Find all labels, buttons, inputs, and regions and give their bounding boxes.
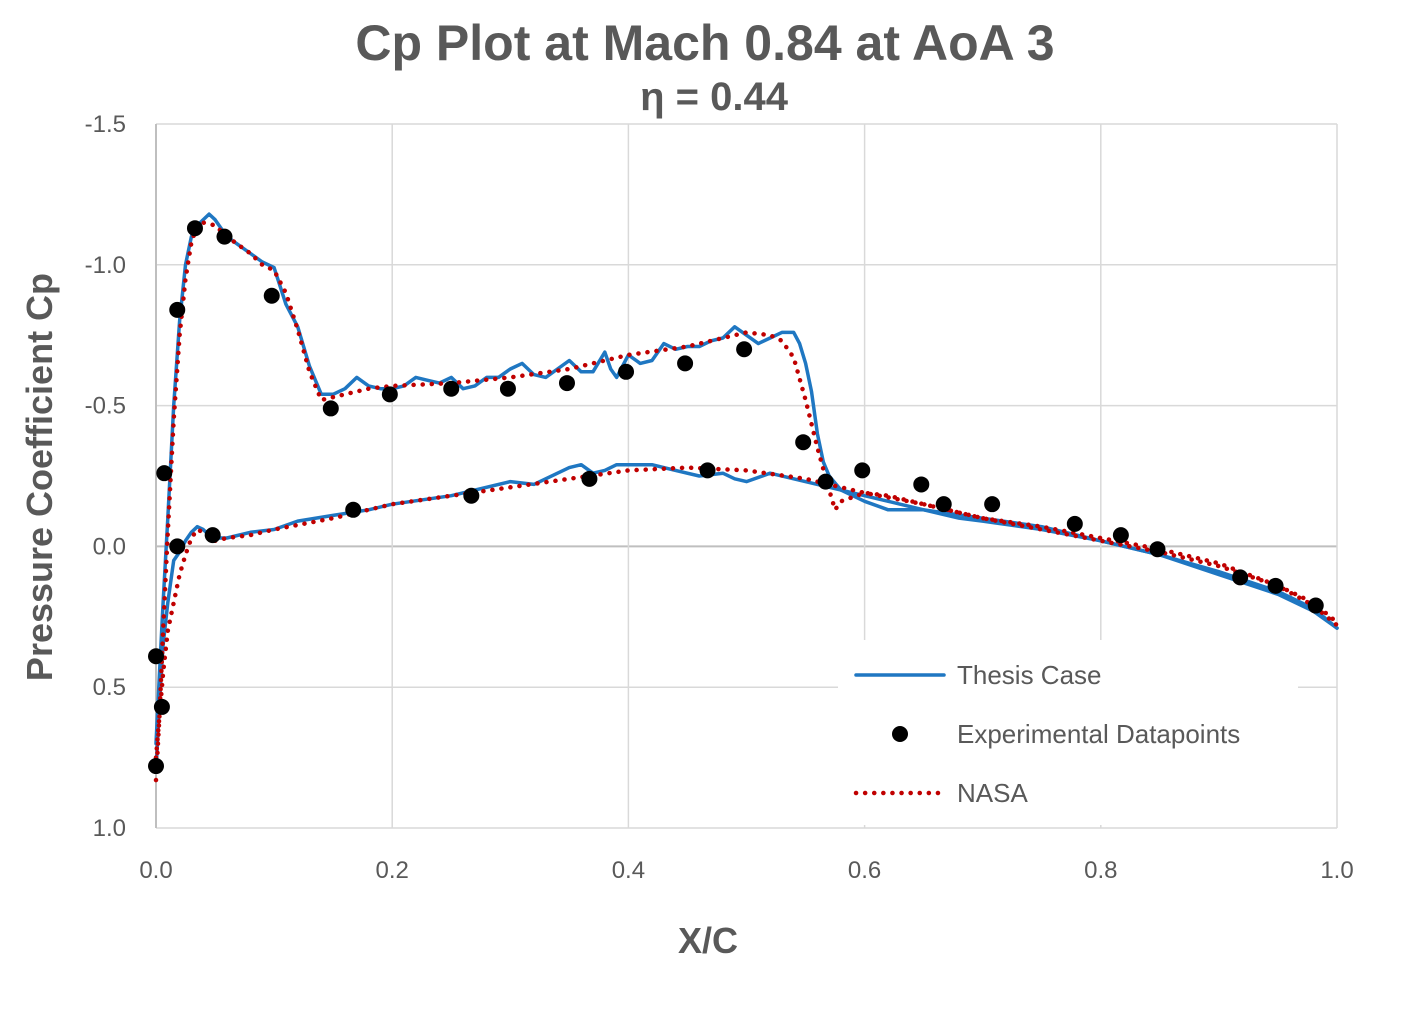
y-tick-label: -0.5	[85, 393, 126, 420]
data-point	[443, 380, 460, 397]
x-axis-title: X/C	[678, 920, 738, 961]
data-point	[381, 386, 398, 403]
data-point	[1149, 541, 1166, 558]
data-point	[263, 287, 280, 304]
data-point	[736, 341, 753, 358]
data-point	[322, 400, 339, 417]
legend: Thesis Case Experimental Datapoints NASA	[838, 640, 1298, 825]
y-tick-label: 0.5	[93, 674, 126, 701]
data-point	[156, 465, 173, 482]
series-line-thesis-case	[154, 212, 1339, 746]
y-tick-label: -1.0	[85, 252, 126, 279]
series-line-thesis-case	[154, 462, 1339, 774]
data-point	[817, 473, 834, 490]
series-line-nasa	[153, 465, 1340, 760]
data-point	[699, 462, 716, 479]
legend-label: Experimental Datapoints	[957, 719, 1240, 749]
data-point	[216, 228, 233, 245]
data-point	[186, 220, 203, 237]
data-point	[148, 758, 164, 775]
x-tick-label: 0.2	[376, 857, 409, 884]
y-tick-label: 1.0	[93, 815, 126, 842]
legend-box	[838, 640, 1298, 825]
data-point	[463, 487, 480, 504]
data-point	[984, 496, 1001, 513]
data-point	[169, 538, 186, 555]
data-point	[1232, 569, 1249, 586]
data-point	[854, 462, 871, 479]
data-point	[677, 355, 694, 372]
legend-label: NASA	[957, 778, 1028, 808]
data-point	[581, 470, 598, 487]
legend-label: Thesis Case	[957, 660, 1102, 690]
data-point	[558, 375, 575, 392]
data-point	[1112, 527, 1129, 544]
x-tick-label: 1.0	[1320, 857, 1353, 884]
data-point	[499, 380, 516, 397]
x-tick-label: 0.0	[139, 857, 172, 884]
data-point	[618, 363, 635, 380]
data-point	[795, 434, 812, 451]
data-point	[1267, 577, 1284, 594]
x-tick-label: 0.6	[848, 857, 881, 884]
data-point	[1307, 597, 1324, 614]
tick-labels: -1.5 -1.0 -0.5 0.0 0.5 1.0 0.0 0.2 0.4 0.6 0.8 1.0	[85, 111, 1354, 884]
y-axis-title: Pressure Coefficient Cp	[19, 273, 60, 681]
data-point	[345, 501, 362, 518]
data-point	[204, 527, 221, 544]
x-tick-label: 0.4	[612, 857, 645, 884]
data-point	[169, 301, 186, 318]
chart-title: Cp Plot at Mach 0.84 at AoA 3	[355, 15, 1054, 71]
legend-marker	[892, 726, 908, 742]
data-point	[148, 648, 164, 665]
y-tick-label: 0.0	[93, 533, 126, 560]
series-layer	[148, 212, 1340, 783]
data-point	[153, 698, 170, 715]
y-tick-label: -1.5	[85, 111, 126, 138]
data-point	[913, 476, 930, 493]
data-point	[935, 496, 952, 513]
x-tick-label: 0.8	[1084, 857, 1117, 884]
data-point	[1066, 515, 1083, 532]
chart-subtitle: η = 0.44	[640, 75, 789, 119]
